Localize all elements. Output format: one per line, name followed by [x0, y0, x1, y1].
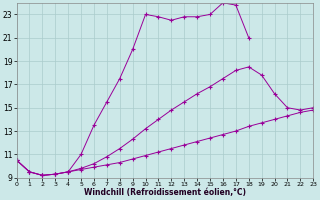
- X-axis label: Windchill (Refroidissement éolien,°C): Windchill (Refroidissement éolien,°C): [84, 188, 246, 197]
